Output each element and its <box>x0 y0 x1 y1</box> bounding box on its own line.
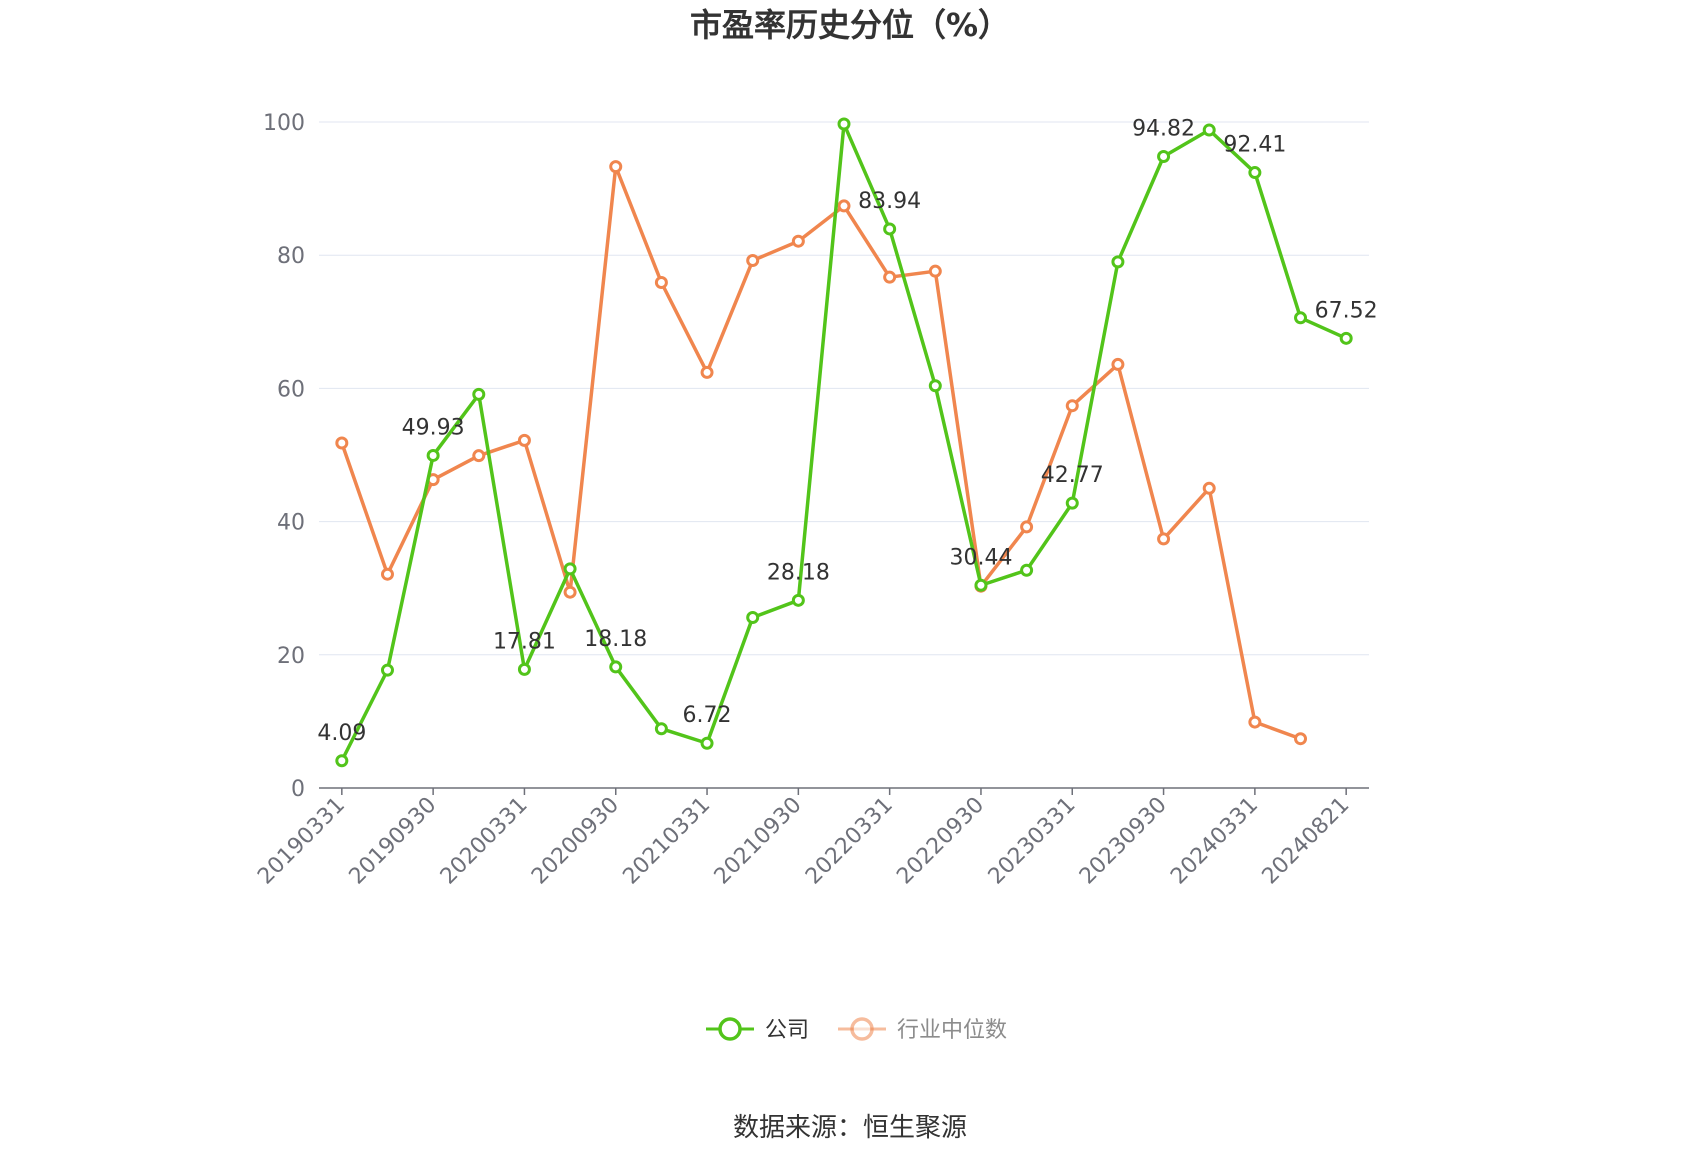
data-point <box>426 448 440 462</box>
data-label: 18.18 <box>584 627 647 652</box>
y-tick-label: 20 <box>277 644 305 669</box>
data-point <box>1248 715 1262 729</box>
data-point <box>1157 532 1171 546</box>
data-point <box>380 663 394 677</box>
data-point <box>563 585 577 599</box>
data-label: 94.82 <box>1132 116 1195 141</box>
data-point <box>1111 357 1125 371</box>
data-label: 83.94 <box>858 189 921 214</box>
series-layer <box>335 117 1353 768</box>
data-point <box>563 562 577 576</box>
y-tick-label: 100 <box>263 111 305 136</box>
x-tick-label: 20190331 <box>253 793 350 890</box>
data-point <box>609 660 623 674</box>
series-line <box>340 122 1347 762</box>
data-point <box>517 433 531 447</box>
data-point <box>791 593 805 607</box>
data-label: 67.52 <box>1315 298 1378 323</box>
data-point <box>928 264 942 278</box>
data-point <box>791 234 805 248</box>
data-point <box>654 276 668 290</box>
legend-marker <box>718 1017 742 1041</box>
data-point <box>1020 563 1034 577</box>
data-point <box>883 270 897 284</box>
data-point <box>1294 732 1308 746</box>
data-point <box>335 436 349 450</box>
data-point <box>335 754 349 768</box>
legend-label-industry-median: 行业中位数 <box>897 1018 1007 1043</box>
data-point <box>472 387 486 401</box>
x-axis: 2019033120190930202003312020093020210331… <box>253 787 1369 890</box>
legend-label-company: 公司 <box>765 1018 809 1043</box>
data-point <box>1202 481 1216 495</box>
data-point <box>472 449 486 463</box>
x-tick-label: 20240331 <box>1166 793 1263 890</box>
x-tick-label: 20230331 <box>984 793 1081 890</box>
data-point <box>1202 123 1216 137</box>
data-point <box>609 160 623 174</box>
data-point <box>746 611 760 625</box>
x-tick-label: 20220331 <box>801 793 898 890</box>
series-line <box>340 164 1302 741</box>
data-point <box>1065 399 1079 413</box>
data-point <box>974 578 988 592</box>
data-point <box>1020 520 1034 534</box>
data-point <box>1111 255 1125 269</box>
y-tick-label: 60 <box>277 377 305 402</box>
data-point <box>1294 311 1308 325</box>
chart-title: 市盈率历史分位（%） <box>690 6 1010 44</box>
data-point <box>746 254 760 268</box>
data-label: 49.93 <box>402 415 465 440</box>
data-point <box>1248 166 1262 180</box>
x-tick-label: 20200331 <box>436 793 533 890</box>
data-label: 92.41 <box>1223 133 1286 158</box>
legend-item-industry-median[interactable]: 行业中位数 <box>838 1017 1007 1043</box>
data-label: 42.77 <box>1041 463 1104 488</box>
legend-item-company[interactable]: 公司 <box>706 1017 809 1043</box>
x-tick-label: 20220930 <box>892 793 989 890</box>
x-tick-label: 20230930 <box>1075 793 1172 890</box>
data-point <box>1157 149 1171 163</box>
data-label: 4.09 <box>317 721 366 746</box>
x-tick-label: 20210331 <box>618 793 715 890</box>
data-point <box>700 365 714 379</box>
legend-marker <box>850 1017 874 1041</box>
data-point <box>654 722 668 736</box>
legend[interactable]: 公司 行业中位数 <box>706 1017 1007 1043</box>
data-point <box>700 736 714 750</box>
data-point <box>928 379 942 393</box>
y-tick-label: 40 <box>277 511 305 536</box>
x-tick-label: 20240821 <box>1258 793 1355 890</box>
x-tick-label: 20210930 <box>710 793 807 890</box>
x-tick-label: 20190930 <box>345 793 442 890</box>
data-label: 28.18 <box>767 560 830 585</box>
data-source: 数据来源：恒生聚源 <box>733 1113 967 1143</box>
y-axis: 0 20 40 60 80 100 <box>263 111 305 802</box>
data-label: 17.81 <box>493 629 556 654</box>
y-tick-label: 80 <box>277 244 305 269</box>
data-point <box>380 567 394 581</box>
data-point <box>837 117 851 131</box>
series-company <box>335 117 1353 768</box>
data-label: 6.72 <box>683 703 732 728</box>
data-point <box>517 662 531 676</box>
data-point <box>1339 331 1353 345</box>
x-tick-label: 20200930 <box>527 793 624 890</box>
data-point <box>1065 496 1079 510</box>
data-label: 30.44 <box>949 545 1012 570</box>
data-point <box>837 199 851 213</box>
data-labels: 4.09 49.93 17.81 18.18 6.72 28.18 83.94 30.44 42… <box>317 116 1377 745</box>
series-industry-median <box>335 160 1308 746</box>
data-point <box>883 222 897 236</box>
y-tick-label: 0 <box>291 777 305 802</box>
